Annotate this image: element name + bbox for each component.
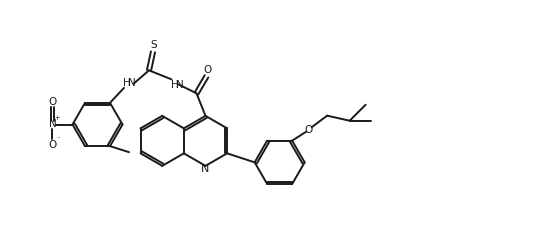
Text: H: H [171,80,179,90]
Text: N: N [201,164,210,174]
Text: N: N [176,80,184,90]
Text: N: N [128,78,136,88]
Text: ⁻: ⁻ [57,136,60,143]
Text: O: O [304,125,312,135]
Text: N: N [49,118,56,128]
Text: S: S [150,40,157,50]
Text: +: + [55,116,60,121]
Text: O: O [204,65,212,75]
Text: H: H [123,78,131,88]
Text: O: O [49,140,56,150]
Text: O: O [49,96,56,106]
